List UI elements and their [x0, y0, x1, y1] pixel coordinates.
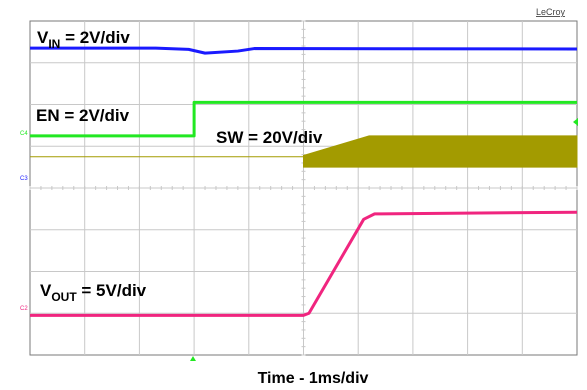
- channel-marker-c4: C4: [20, 131, 28, 137]
- trigger-level-marker: [573, 118, 578, 126]
- sw-label: SW = 20V/div: [216, 128, 323, 147]
- channel-marker-c2: C2: [20, 306, 28, 312]
- series-vout-line: [30, 210, 578, 317]
- vin-label: VIN = 2V/div: [37, 28, 130, 51]
- x-axis-label: Time - 1ms/div: [258, 370, 369, 387]
- traces: [30, 46, 578, 317]
- trigger-position-marker: [190, 356, 196, 361]
- series-sw-band: [30, 135, 578, 168]
- channel-marker-c3: C3: [20, 176, 28, 182]
- grid: [29, 20, 578, 356]
- series-vin-line: [30, 46, 578, 55]
- brand-logo: LeCroy: [536, 7, 566, 17]
- channel-markers: C4 C3 C2: [20, 131, 28, 312]
- en-label: EN = 2V/div: [36, 106, 130, 125]
- vout-label: VOUT = 5V/div: [40, 281, 147, 304]
- series-en-line: [30, 100, 577, 138]
